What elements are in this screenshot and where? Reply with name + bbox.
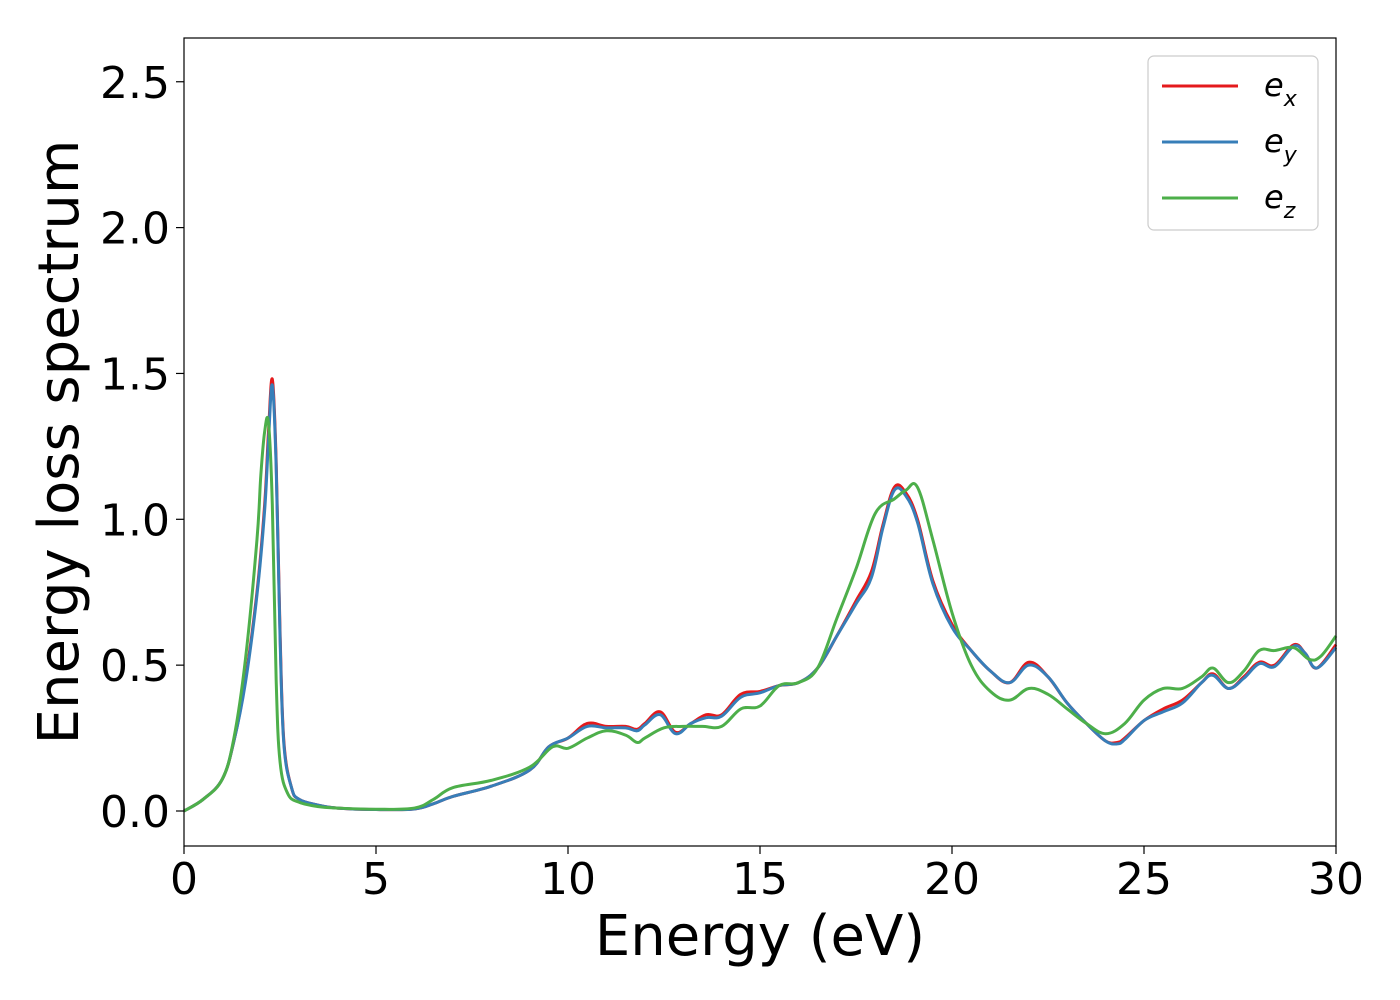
- x-tick-label: 0: [170, 854, 198, 905]
- y-tick-label: 0.5: [100, 641, 170, 692]
- series-line-y: [183, 383, 1338, 813]
- x-tick-label: 20: [924, 854, 980, 905]
- y-axis: 0.0 0.5 1.0 1.5 2.0 2.5: [100, 58, 184, 838]
- x-tick-label: 15: [732, 854, 788, 905]
- y-tick-label: 2.5: [100, 58, 170, 109]
- x-tick-label: 10: [540, 854, 596, 905]
- y-tick-label: 1.5: [100, 349, 170, 400]
- y-tick-label: 2.0: [100, 204, 170, 255]
- y-axis-title: Energy loss spectrum: [27, 140, 92, 745]
- y-tick-label: 1.0: [100, 495, 170, 546]
- x-tick-label: 25: [1116, 854, 1172, 905]
- x-axis: 0 5 10 15 20 25 30: [170, 846, 1364, 905]
- x-tick-label: 5: [362, 854, 390, 905]
- legend: ex ey ez: [1147, 55, 1319, 231]
- legend-label-x: ex: [1264, 66, 1298, 112]
- legend-label-z: ez: [1264, 178, 1296, 224]
- series-line-x: [183, 377, 1338, 813]
- x-axis-title: Energy (eV): [595, 904, 925, 969]
- y-tick-label: 0.0: [100, 787, 170, 838]
- series-line-z: [183, 416, 1338, 813]
- legend-label-y: ey: [1264, 122, 1298, 168]
- x-tick-label: 30: [1308, 854, 1364, 905]
- series-lines: [183, 377, 1338, 813]
